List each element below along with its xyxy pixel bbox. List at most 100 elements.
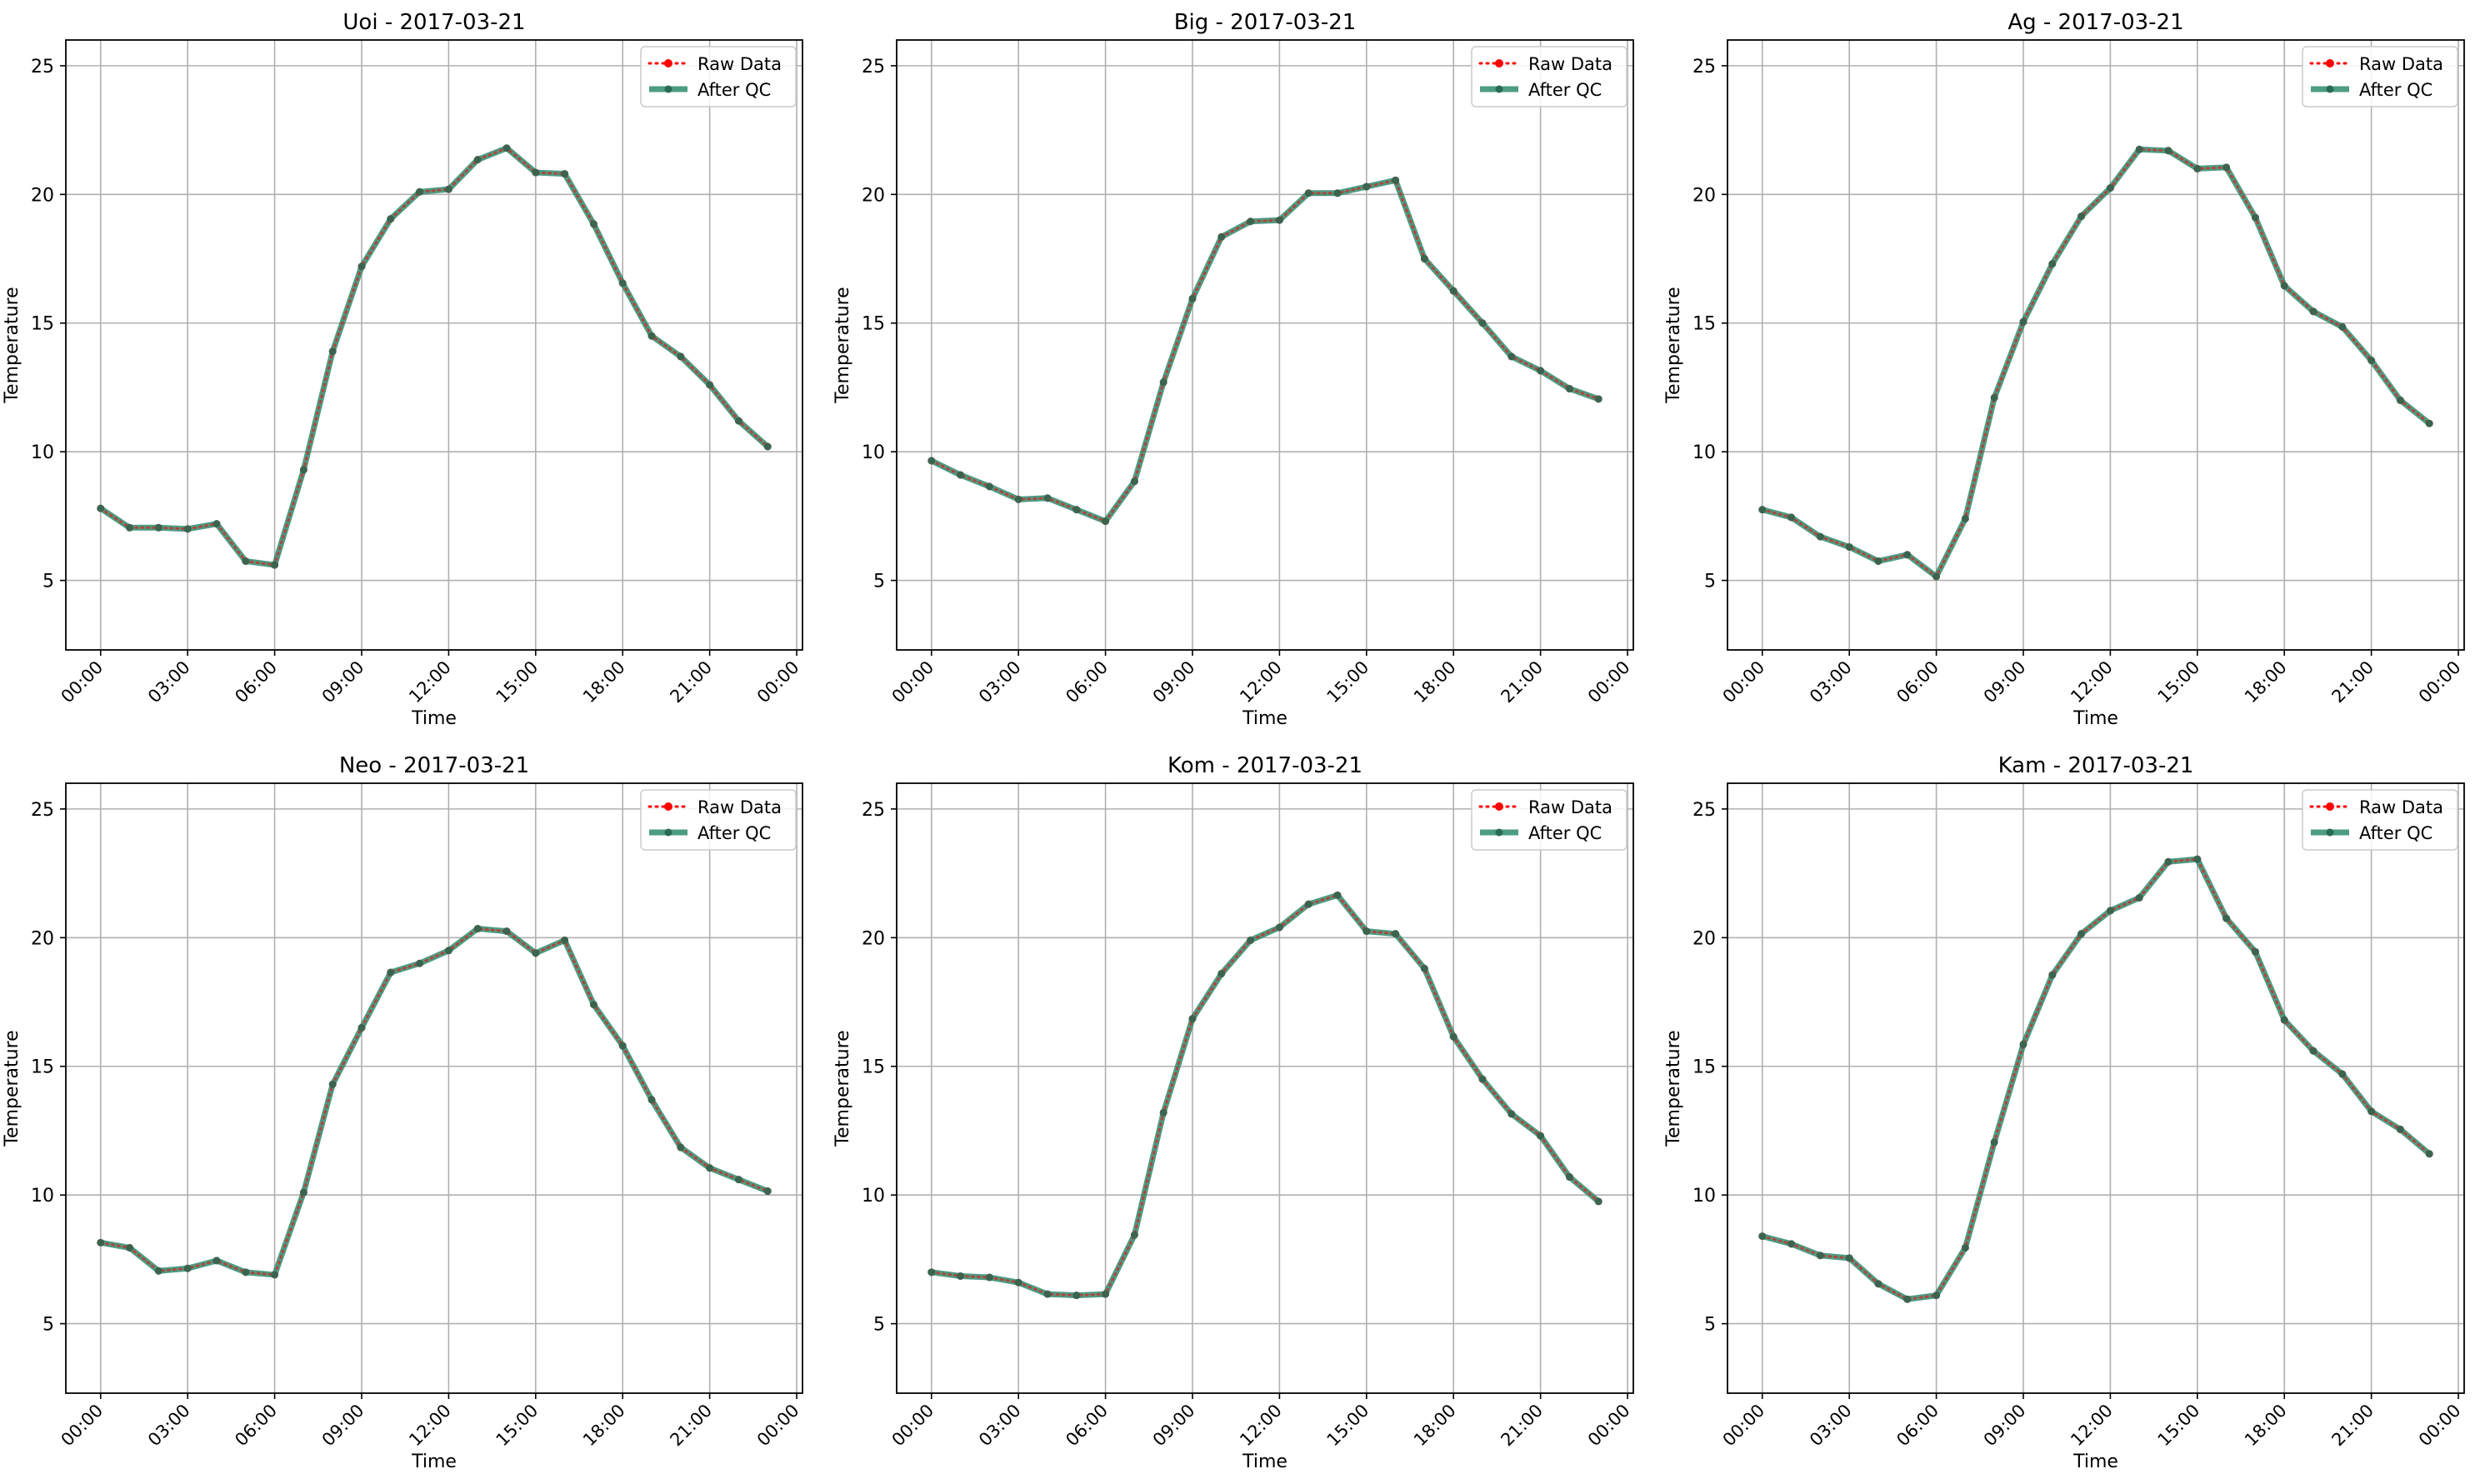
after-qc-point <box>706 381 714 389</box>
after-qc-point <box>1816 1252 1824 1260</box>
x-tick-label: 21:00 <box>1497 1401 1547 1451</box>
x-tick-label: 03:00 <box>144 1401 194 1451</box>
after-qc-point <box>1449 287 1458 295</box>
after-qc-point <box>2280 1016 2288 1024</box>
x-tick-label: 21:00 <box>666 1401 716 1451</box>
after-qc-point <box>2425 1150 2433 1158</box>
chart-title: Neo - 2017-03-21 <box>339 753 529 778</box>
after-qc-point <box>1594 395 1602 403</box>
after-qc-point <box>1275 923 1283 932</box>
after-qc-point <box>1788 1240 1796 1248</box>
after-qc-point <box>1218 232 1226 241</box>
legend-raw-label: Raw Data <box>698 797 782 817</box>
x-tick-label: 15:00 <box>1323 657 1373 707</box>
series-raw-data-line <box>99 927 769 1277</box>
after-qc-point <box>618 1042 627 1050</box>
after-qc-point <box>1537 1132 1545 1140</box>
legend-raw-label: Raw Data <box>1528 797 1612 817</box>
after-qc-point <box>242 1268 250 1277</box>
y-tick-label: 25 <box>862 57 885 77</box>
after-qc-point <box>1159 1108 1168 1117</box>
after-qc-point <box>154 1267 162 1275</box>
after-qc-point <box>1043 494 1052 502</box>
after-qc-point <box>1478 319 1487 327</box>
x-tick-label: 18:00 <box>2241 1401 2291 1451</box>
x-tick-label: 06:00 <box>231 657 281 707</box>
legend-qc-label: After QC <box>698 823 771 843</box>
after-qc-point <box>473 156 482 164</box>
after-qc-point <box>1188 294 1197 302</box>
after-qc-point <box>299 466 308 474</box>
after-qc-point <box>1072 1292 1081 1300</box>
series-after-qc-line <box>1759 856 2432 1302</box>
y-tick-label: 25 <box>1692 57 1716 77</box>
after-qc-point <box>2106 907 2114 915</box>
after-qc-point <box>212 520 221 528</box>
y-tick-label: 15 <box>862 1057 885 1078</box>
x-tick-label: 18:00 <box>2241 657 2291 707</box>
series-after-qc-line <box>1759 146 2432 580</box>
legend-qc-label: After QC <box>1528 80 1602 100</box>
y-tick-label: 10 <box>31 1186 54 1207</box>
x-tick-label: 18:00 <box>579 657 629 707</box>
chart-panel-4: 5 10 15 20 25 00:00 03:00 06:00 09:00 12:00 15:00 1… <box>2 753 803 1472</box>
after-qc-point <box>1816 532 1824 541</box>
x-tick-label: 00:00 <box>58 657 108 707</box>
after-qc-point <box>1362 927 1371 936</box>
y-tick-label: 5 <box>873 572 885 592</box>
y-axis-label: Temperature <box>1663 287 1684 403</box>
after-qc-point <box>271 1271 279 1279</box>
x-tick-label: 15:00 <box>1323 1401 1373 1451</box>
after-qc-point <box>299 1188 308 1197</box>
y-tick-label: 10 <box>31 442 54 463</box>
after-qc-point <box>2396 1125 2404 1133</box>
y-tick-label: 15 <box>1692 314 1716 335</box>
x-tick-label: 12:00 <box>1236 1401 1286 1451</box>
x-tick-label: 06:00 <box>1892 657 1942 707</box>
after-qc-point <box>1845 542 1853 551</box>
legend-qc-swatch-marker <box>2326 828 2334 837</box>
after-qc-point <box>2135 893 2143 902</box>
y-tick-label: 25 <box>31 800 54 821</box>
after-qc-point <box>1130 1231 1138 1239</box>
axes-frame <box>1727 782 2465 1394</box>
after-qc-point <box>2019 1040 2028 1048</box>
x-tick-label: 00:00 <box>1584 1401 1634 1451</box>
legend-qc-swatch-marker <box>2326 85 2334 93</box>
y-tick-label: 20 <box>31 928 54 949</box>
series-raw-data-line <box>930 178 1600 523</box>
after-qc-point <box>1594 1197 1602 1206</box>
x-tick-label: 21:00 <box>1497 657 1547 707</box>
x-tick-label: 09:00 <box>318 657 368 707</box>
y-tick-label: 20 <box>862 928 885 949</box>
y-tick-label: 10 <box>1692 1186 1716 1207</box>
after-qc-point <box>1304 900 1312 908</box>
after-qc-point <box>387 968 395 977</box>
x-tick-label: 12:00 <box>405 1401 455 1451</box>
legend-raw-swatch-marker <box>2326 59 2334 67</box>
x-tick-label: 00:00 <box>1719 1401 1769 1451</box>
x-tick-label: 06:00 <box>1062 657 1112 707</box>
chart-title: Big - 2017-03-21 <box>1174 10 1357 35</box>
after-qc-point <box>734 417 742 425</box>
chart-title: Kam - 2017-03-21 <box>1998 753 2194 778</box>
legend: Raw Data After QC <box>2302 789 2458 851</box>
after-qc-point <box>416 187 424 196</box>
y-tick-label: 5 <box>42 1315 54 1336</box>
x-tick-label: 06:00 <box>231 1401 281 1451</box>
x-tick-label: 15:00 <box>492 1401 542 1451</box>
legend-raw-label: Raw Data <box>698 54 782 74</box>
after-qc-point <box>1565 385 1573 393</box>
axes-frame <box>65 39 803 651</box>
after-qc-point <box>473 925 482 933</box>
x-tick-label: 06:00 <box>1892 1401 1942 1451</box>
x-tick-label: 00:00 <box>888 1401 938 1451</box>
axes-frame <box>896 39 1634 651</box>
after-qc-point <box>1392 176 1400 184</box>
after-qc-point <box>1932 1292 1941 1300</box>
legend-qc-label: After QC <box>2359 823 2432 843</box>
y-tick-label: 25 <box>31 57 54 77</box>
after-qc-point <box>328 1080 337 1088</box>
x-tick-label: 00:00 <box>2415 657 2465 707</box>
after-qc-point <box>532 949 540 957</box>
